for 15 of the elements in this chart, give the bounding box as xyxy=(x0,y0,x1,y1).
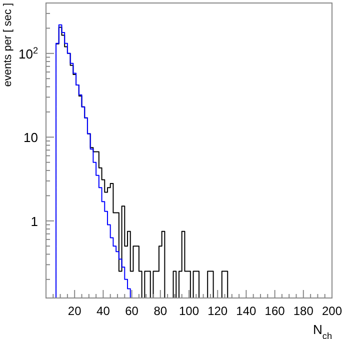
x-tick-label: 160 xyxy=(264,304,286,318)
x-axis-title: N$_{ch}$ xyxy=(313,322,332,339)
x-tick-label: 40 xyxy=(96,304,110,318)
y-tick-label: 1 xyxy=(30,214,38,229)
y-tick-label: 10$^{2}$ xyxy=(18,45,38,62)
x-tick-label: 200 xyxy=(322,304,342,318)
x-tick-label: 140 xyxy=(236,304,257,318)
x-tick-label: 60 xyxy=(125,304,139,318)
y-axis-title: events per [ sec ] xyxy=(2,3,14,87)
x-tick-label: 180 xyxy=(293,304,314,318)
x-tick-label: 80 xyxy=(154,304,168,318)
x-tick-label: 100 xyxy=(178,304,200,318)
x-tick-label: 20 xyxy=(68,304,82,318)
y-tick-label: 10 xyxy=(24,130,38,146)
x-tick-label: 120 xyxy=(208,304,228,318)
